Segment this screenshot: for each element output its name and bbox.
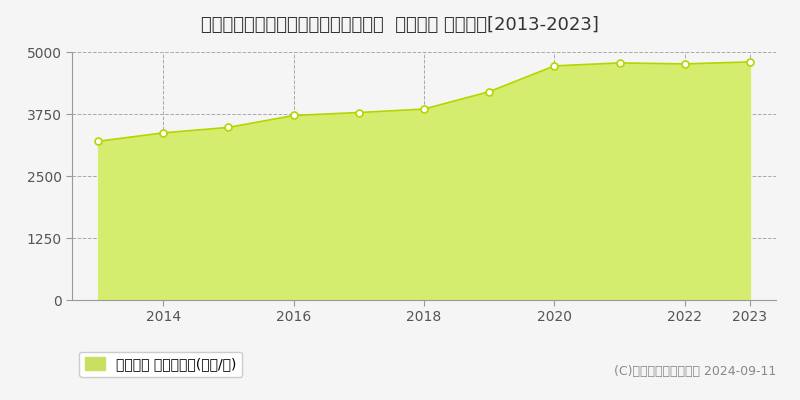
Legend: 地価公示 平均坊単価(万円/坊): 地価公示 平均坊単価(万円/坊): [79, 352, 242, 377]
Text: 東京都千代田区霧が関１丁目１１番外  地価公示 地価推移[2013-2023]: 東京都千代田区霧が関１丁目１１番外 地価公示 地価推移[2013-2023]: [201, 16, 599, 34]
Text: (C)土地価格ドットコム 2024-09-11: (C)土地価格ドットコム 2024-09-11: [614, 365, 776, 378]
